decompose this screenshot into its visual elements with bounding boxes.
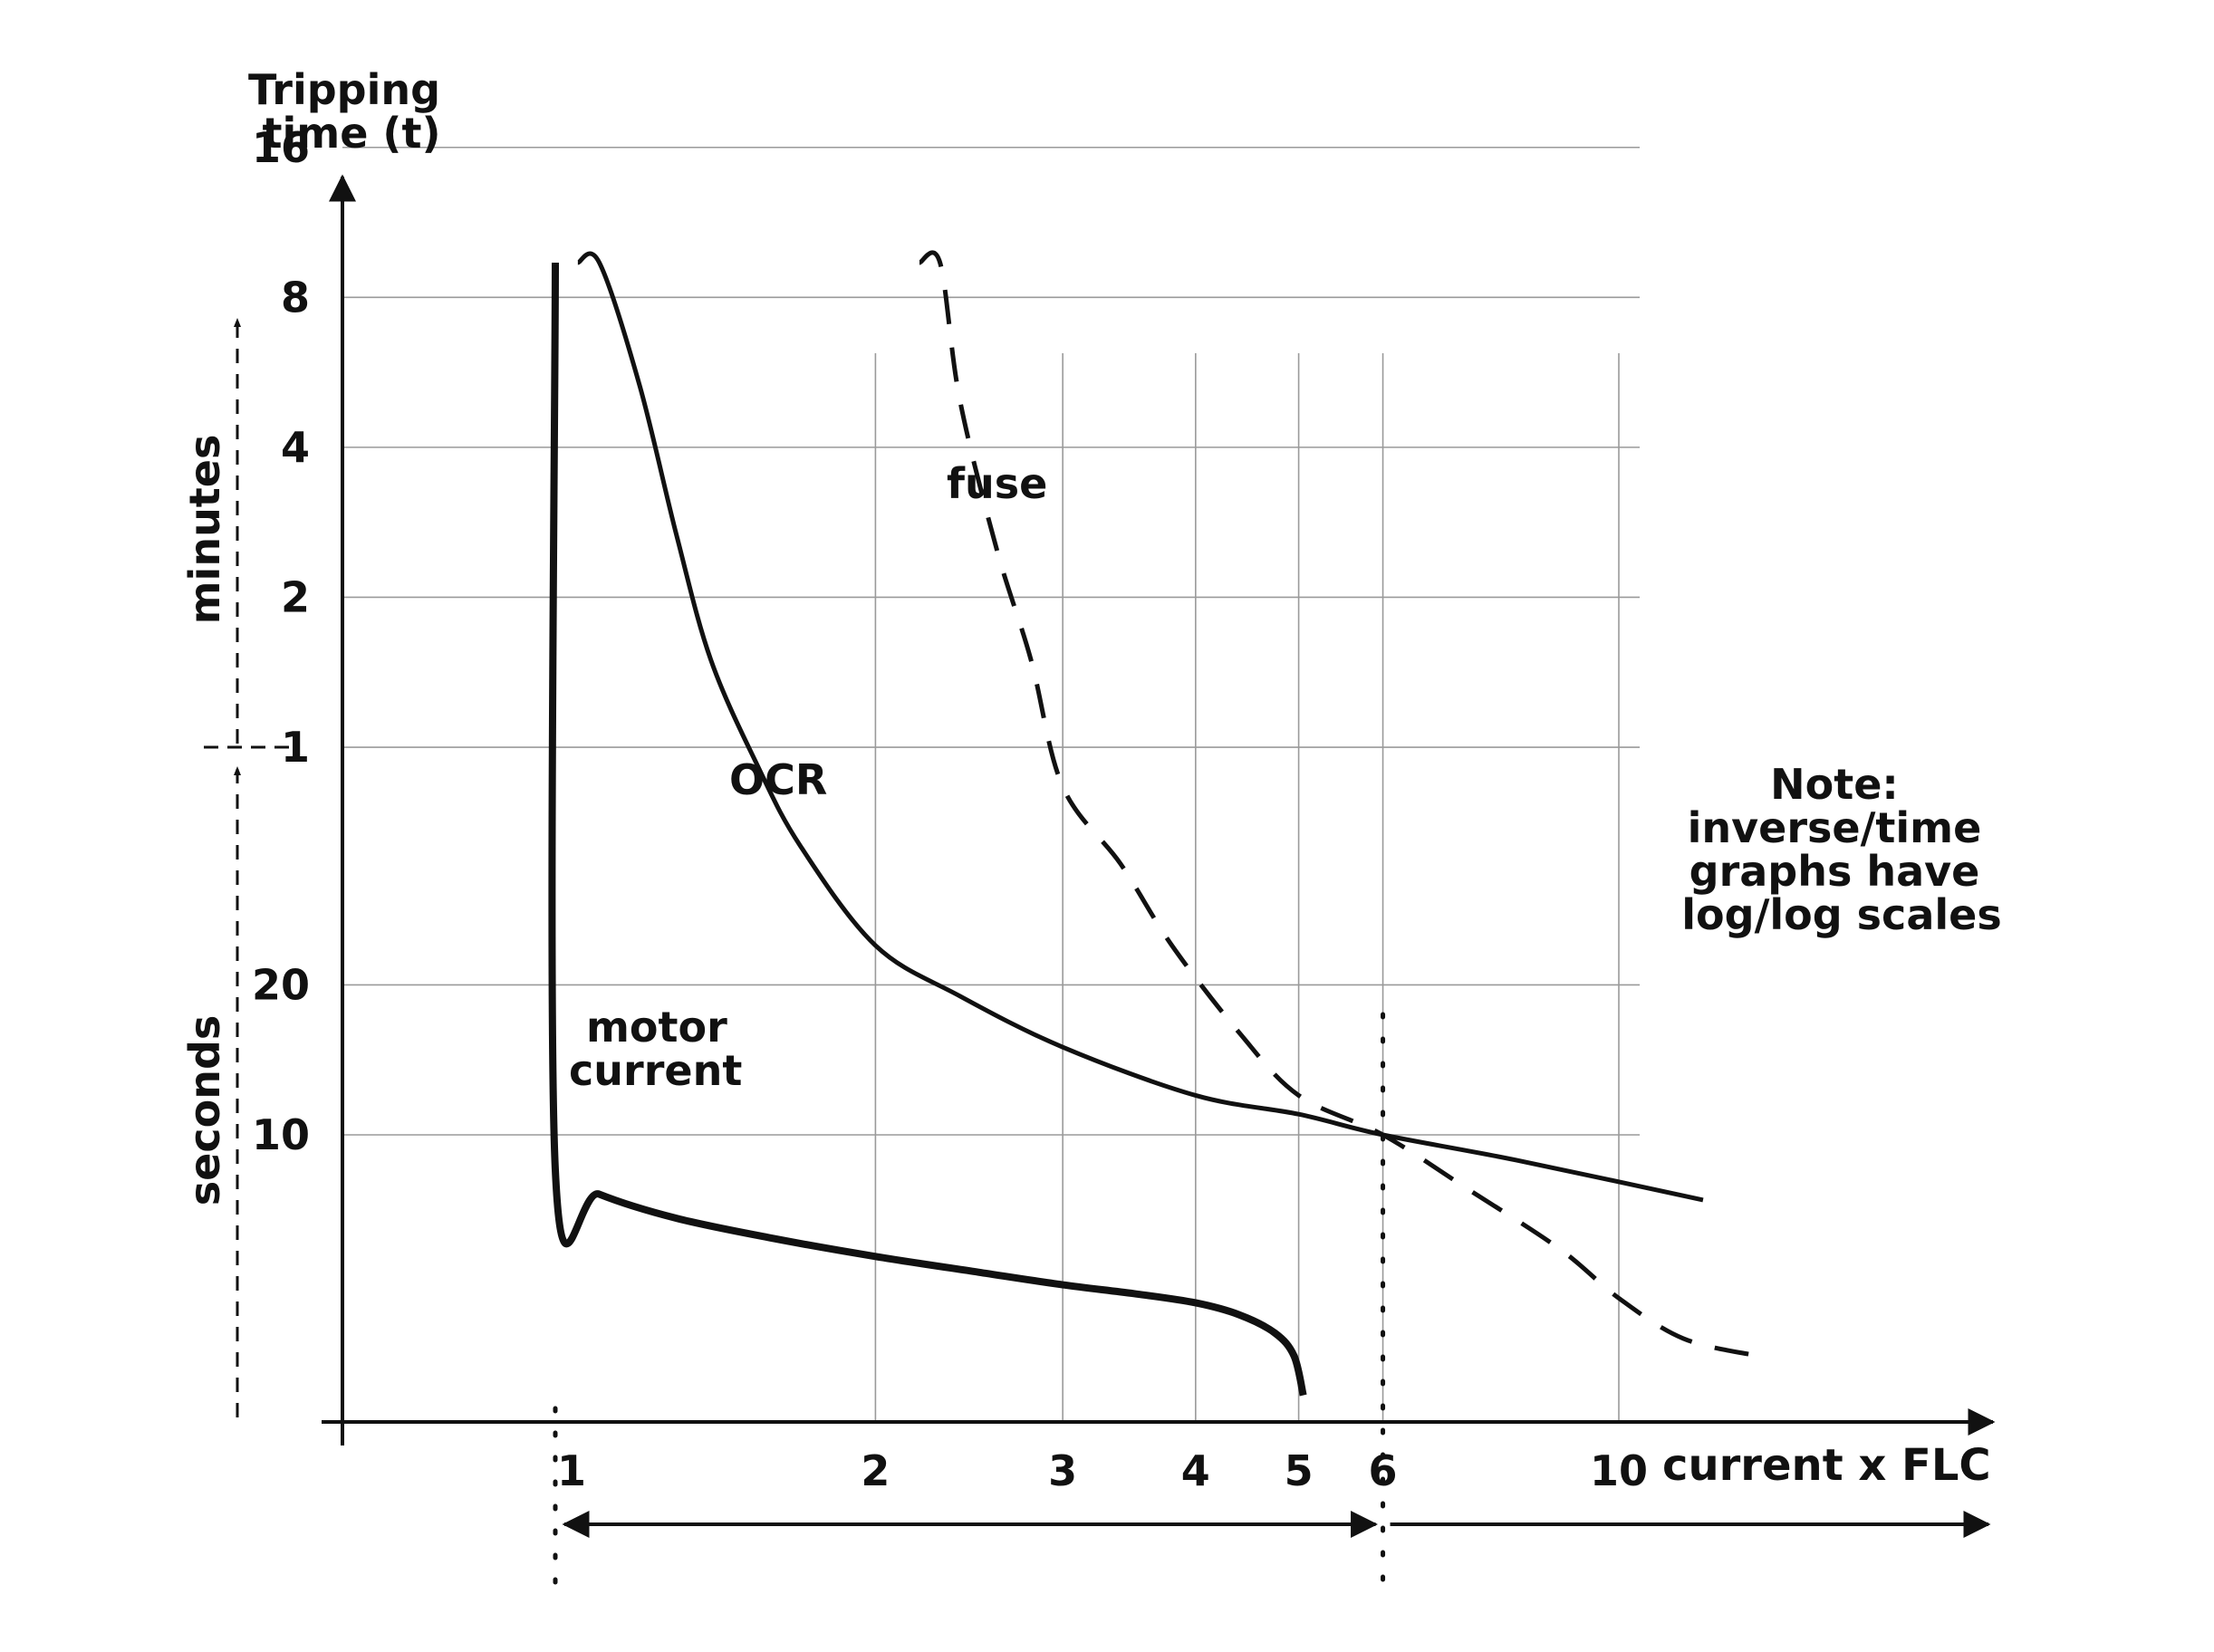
x-tick-label: 1 (557, 1446, 586, 1495)
y-tick-label: 8 (281, 273, 310, 322)
y-tick-label: 10 (252, 1110, 310, 1159)
note-text: Note: inverse/time graphs have log/log s… (1681, 760, 2001, 939)
series-line-ocr (576, 251, 1704, 1203)
x-tick-labels: 1 2 3 4 5 6 10 (557, 1446, 1648, 1495)
x-tick-label: 5 (1285, 1446, 1314, 1495)
y-unit-groups: minutes seconds (180, 318, 299, 1417)
x-tick-label: 10 (1590, 1446, 1648, 1495)
note-line-2: inverse/time (1688, 803, 1982, 852)
x-axis-title: current x FLC (1662, 1440, 1991, 1491)
y-group-label: minutes (180, 435, 229, 625)
x-tick-label: 2 (861, 1446, 890, 1495)
y-axis-title-line-1: Tripping (248, 65, 440, 114)
series-label-fuse: fuse (947, 459, 1047, 508)
y-axis-title-line-2: time (t) (263, 109, 441, 158)
range-arrows (553, 1012, 1991, 1588)
y-tick-label: 4 (281, 423, 310, 472)
y-group-label: seconds (180, 1015, 229, 1206)
series-lines (548, 250, 1758, 1397)
x-tick-label: 4 (1181, 1446, 1210, 1495)
y-tick-label: 16 (252, 123, 310, 172)
series-line-fuse (918, 250, 1758, 1359)
note-line-4: log/log scales (1681, 890, 2001, 939)
series-label-ocr: OCR (729, 755, 827, 804)
note-line-3: graphs have (1689, 847, 1980, 896)
motor-label-line: current (569, 1046, 742, 1095)
series-line-motor-current (548, 262, 1307, 1397)
y-tick-label: 2 (281, 572, 310, 621)
x-tick-label: 3 (1048, 1446, 1077, 1495)
series-label-motor-current: motor current (569, 1003, 742, 1095)
motor-label-line: motor (586, 1003, 727, 1052)
note-line-1: Note: (1770, 760, 1899, 809)
y-axis-title: Tripping time (t) (248, 65, 455, 158)
y-tick-label: 20 (252, 960, 310, 1009)
grid-lines (342, 146, 1640, 1422)
